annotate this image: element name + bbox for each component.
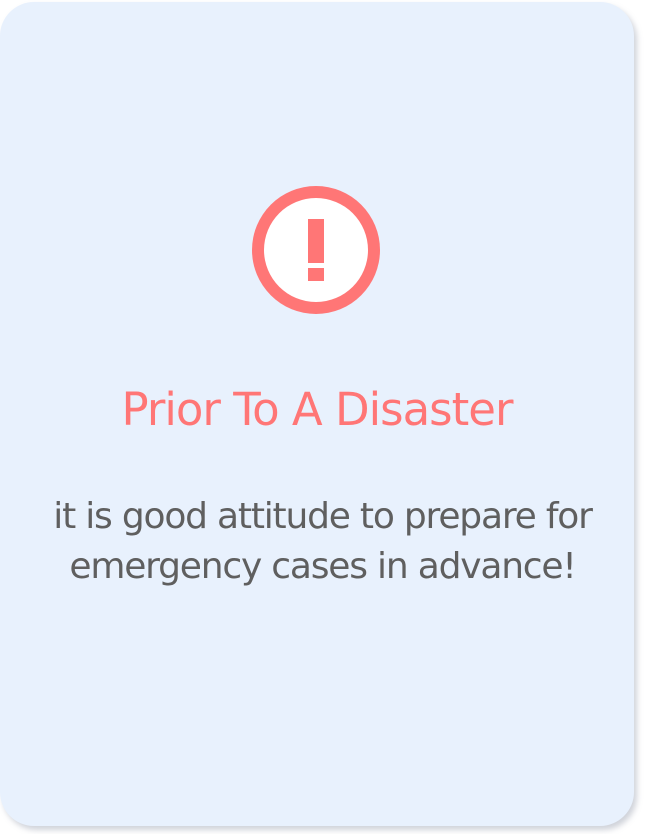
message-line: emergency cases in advance!	[69, 546, 576, 587]
card-title: Prior To A Disaster	[121, 383, 514, 436]
alert-card: Prior To A Disaster it is good attitude …	[0, 2, 634, 826]
message-line: it is good attitude to prepare for	[53, 496, 593, 537]
card-message: it is good attitude to prepare for emerg…	[0, 492, 645, 592]
exclamation-circle-icon	[252, 186, 380, 314]
